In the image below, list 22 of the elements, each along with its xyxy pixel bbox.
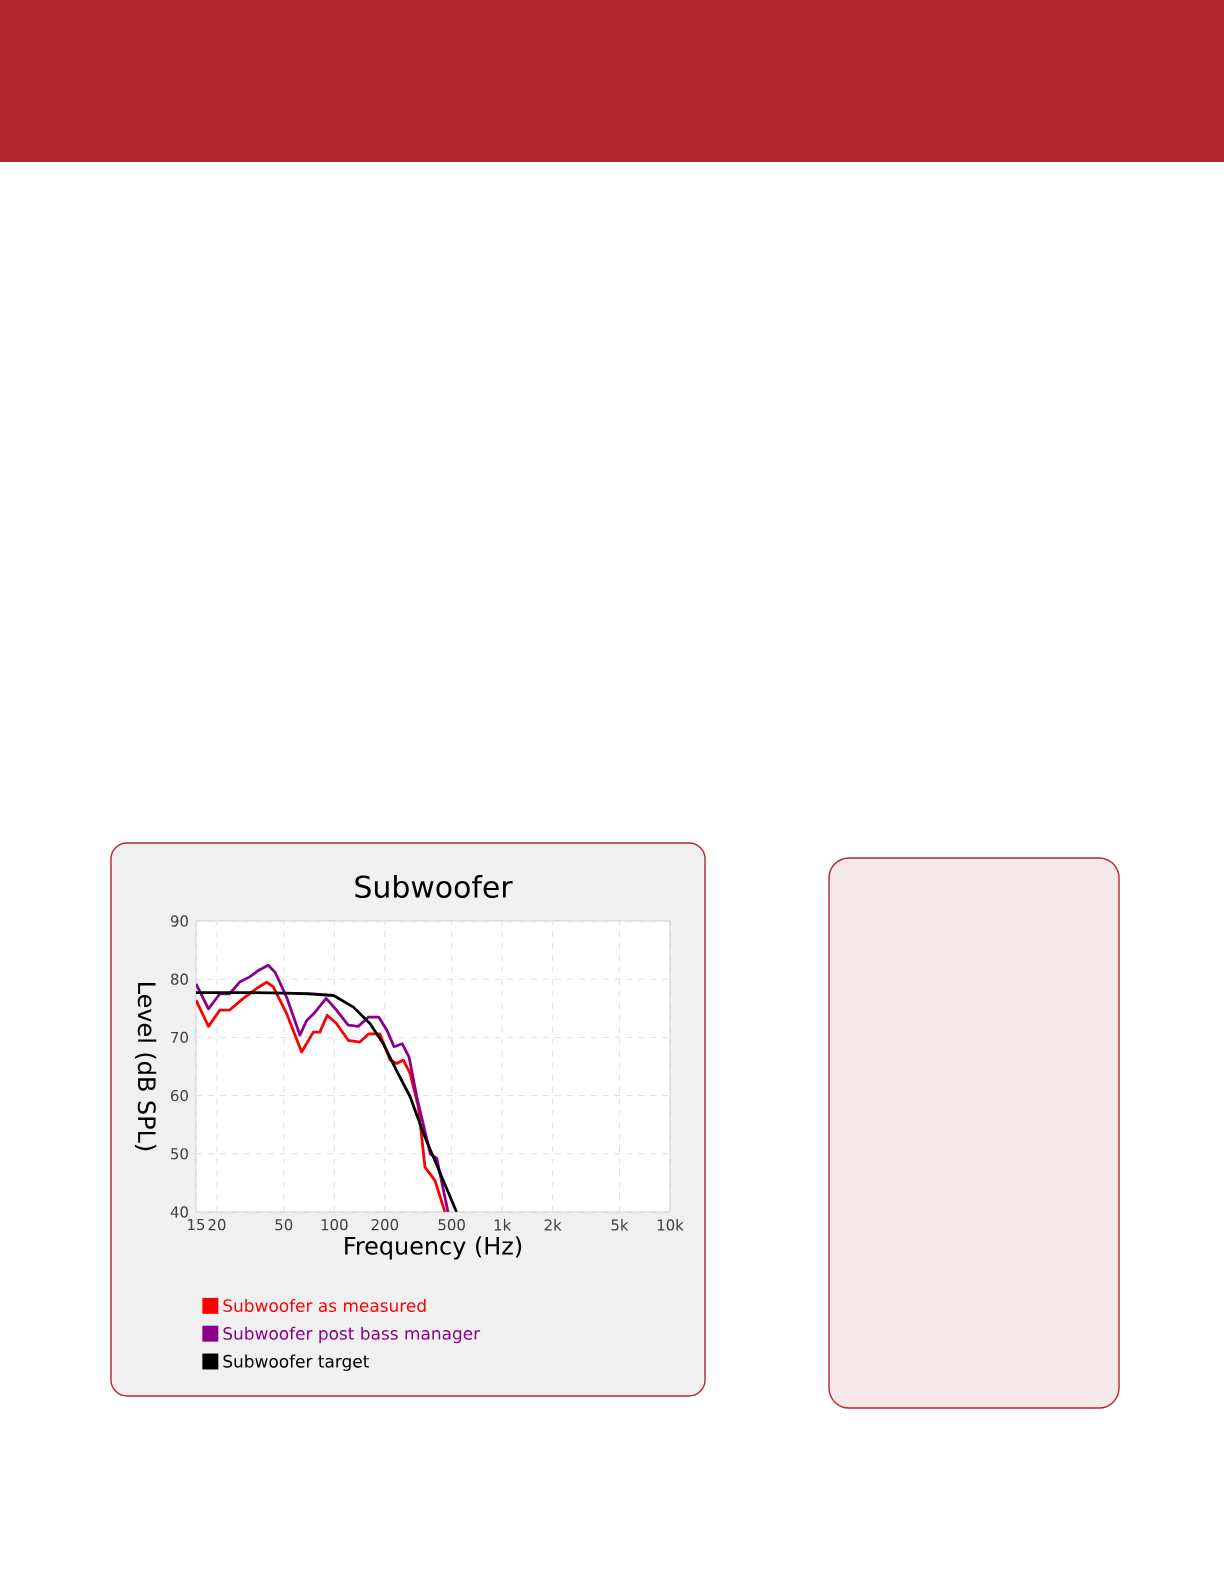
x-tick-label: 2k — [544, 1219, 562, 1231]
legend-label: Subwoofer target — [223, 1354, 369, 1371]
x-tick-label: 5k — [611, 1219, 629, 1231]
y-tick-label: 50 — [171, 1148, 188, 1160]
x-tick-label: 10k — [657, 1219, 684, 1231]
x-tick-label: 20 — [208, 1219, 226, 1231]
x-tick-label: 15 — [188, 1219, 205, 1231]
chart-title: Subwoofer — [355, 874, 513, 899]
legend-label: Subwoofer post bass manager — [223, 1326, 481, 1344]
x-tick-label: 50 — [275, 1219, 293, 1231]
y-tick-label: 70 — [171, 1031, 188, 1044]
x-axis-title: Frequency (Hz) — [345, 1236, 522, 1260]
y-tick-label: 90 — [170, 915, 188, 927]
y-tick-label: 40 — [170, 1206, 188, 1218]
legend-label: Subwoofer as measured — [223, 1298, 426, 1313]
y-axis-title: Level (dB SPL) — [134, 983, 157, 1151]
x-tick-label: 200 — [371, 1219, 399, 1231]
y-tick-label: 60 — [170, 1089, 188, 1102]
y-tick-label: 80 — [170, 973, 188, 985]
x-tick-label: 500 — [438, 1219, 465, 1231]
x-tick-label: 100 — [321, 1219, 348, 1231]
x-tick-label: 1k — [494, 1219, 512, 1231]
